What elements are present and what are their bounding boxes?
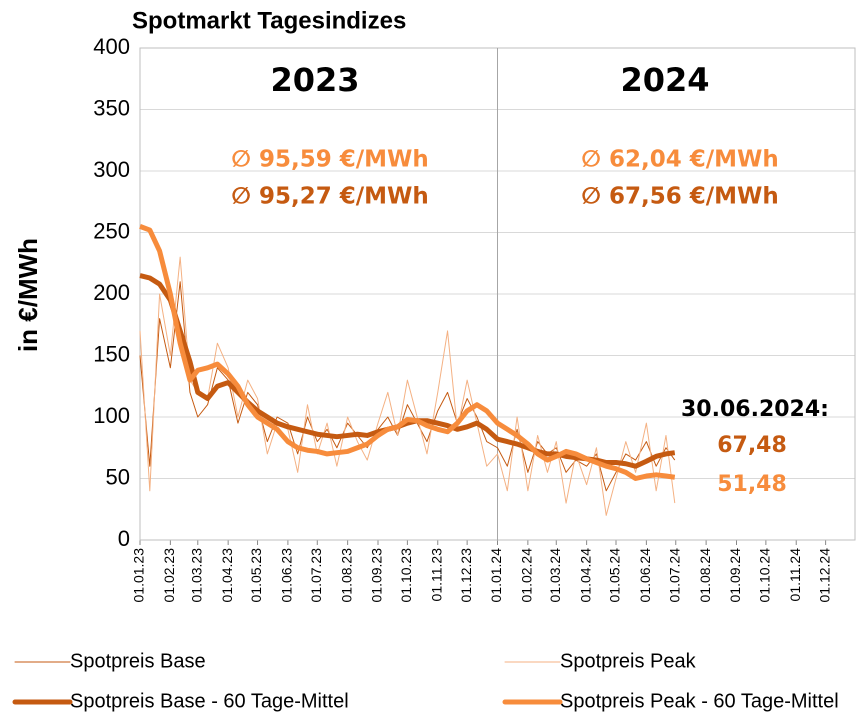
series-line <box>139 256 676 516</box>
x-tick-label: 01.03.23 <box>188 548 204 603</box>
x-tick-label: 01.02.23 <box>161 548 177 603</box>
legend-label: Spotpreis Peak - 60 Tage-Mittel <box>560 690 839 712</box>
annotation: ∅ 95,59 €/MWh <box>231 147 429 173</box>
x-tick-label: 01.01.24 <box>488 548 504 603</box>
plot: 0 50 100 150 200 250 300 350 400 01.01.23 01.02.23… <box>12 34 856 712</box>
x-tick-label: 01.03.24 <box>547 548 563 603</box>
series-line <box>139 224 676 481</box>
x-tick-label: 01.09.24 <box>727 548 743 603</box>
x-tick-label: 01.08.24 <box>697 548 713 603</box>
annotation: ∅ 67,56 €/MWh <box>581 184 779 210</box>
annotation: 67,48 <box>717 433 787 458</box>
y-axis-label: in €/MWh <box>13 238 43 352</box>
x-tick-label: 01.01.23 <box>131 548 147 603</box>
annotation: 30.06.2024: <box>681 397 829 422</box>
x-tick-label: 01.06.23 <box>279 548 295 603</box>
y-tick-label: 200 <box>93 280 130 305</box>
x-tick-label: 01.11.24 <box>787 548 803 602</box>
x-tick-label: 01.07.23 <box>308 548 324 603</box>
legend-label: Spotpreis Peak <box>560 650 697 672</box>
annotation: 2024 <box>620 61 709 99</box>
x-tick-label: 01.04.24 <box>577 548 593 603</box>
x-tick-label: 01.08.23 <box>338 548 354 603</box>
y-tick-label: 0 <box>118 526 130 551</box>
y-tick-label: 250 <box>93 218 130 243</box>
annotation: 2023 <box>270 61 359 99</box>
y-tick-label: 400 <box>93 34 130 59</box>
x-tick-label: 01.10.23 <box>398 548 414 603</box>
y-tick-label: 50 <box>106 464 130 489</box>
chart-title: Spotmarkt Tagesindizes <box>132 7 406 34</box>
x-tick-label: 01.12.23 <box>458 548 474 603</box>
y-tick-label: 100 <box>93 403 130 428</box>
x-tick-label: 01.09.23 <box>369 548 385 603</box>
x-tick-label: 01.02.24 <box>519 548 535 603</box>
annotation: ∅ 62,04 €/MWh <box>581 147 779 173</box>
legend-label: Spotpreis Base - 60 Tage-Mittel <box>70 690 349 712</box>
x-tick-label: 01.11.23 <box>428 548 444 602</box>
annotation: ∅ 95,27 €/MWh <box>231 184 429 210</box>
x-tick-label: 01.05.23 <box>248 548 264 603</box>
y-tick-label: 150 <box>93 341 130 366</box>
x-tick-label: 01.05.24 <box>607 548 623 603</box>
x-tick-label: 01.04.23 <box>219 548 235 603</box>
y-tick-label: 350 <box>93 95 130 120</box>
x-tick-label: 01.07.24 <box>666 548 682 603</box>
x-tick-label: 01.10.24 <box>757 548 773 603</box>
x-tick-label: 01.06.24 <box>637 548 653 603</box>
x-tick-label: 01.12.24 <box>816 548 832 603</box>
legend-label: Spotpreis Base <box>70 650 206 672</box>
annotation: 51,48 <box>717 472 787 497</box>
y-tick-label: 300 <box>93 157 130 182</box>
